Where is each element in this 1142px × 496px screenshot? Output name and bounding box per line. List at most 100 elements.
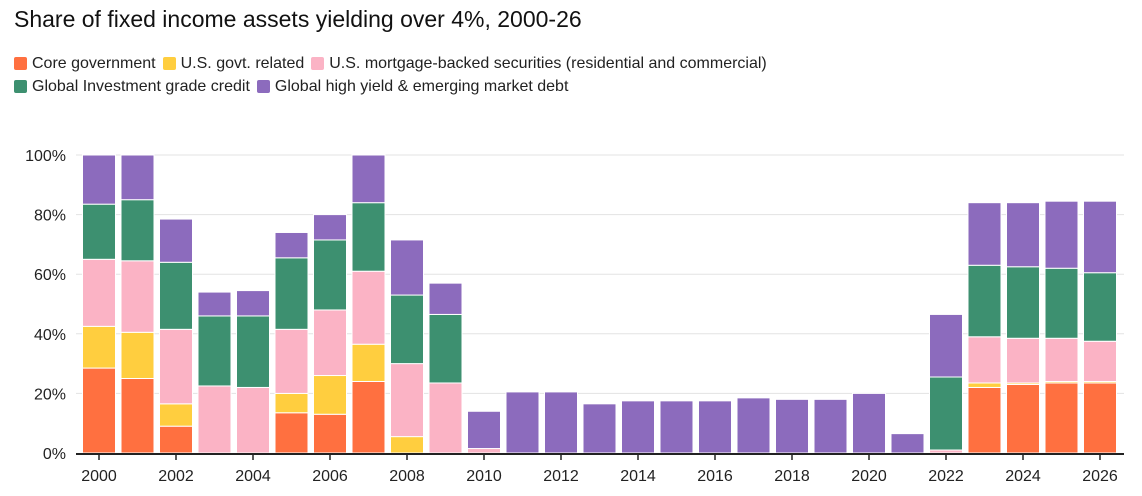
legend-row-1: Core government U.S. govt. related U.S. … [14,52,1014,75]
legend-swatch-us-govt-related [162,57,176,70]
bar-segment [967,336,1002,384]
legend-label-core-government: Core government [32,54,156,72]
bar-segment [967,202,1002,266]
legend-item-global-hy-em: Global high yield & emerging market debt [256,77,569,96]
legend-row-2: Global Investment grade credit Global hi… [14,75,1014,98]
bar-segment [120,199,155,262]
x-tick-label: 2004 [235,468,271,485]
bar-segment [698,400,732,454]
bar-segment [197,291,232,317]
bar-segment [274,412,309,454]
bar-segment [775,398,809,454]
bar-segment [120,260,155,333]
bar-segment [736,397,771,454]
legend-item-us-mbs: U.S. mortgage-backed securities (residen… [311,55,767,73]
bar-segment [236,290,270,317]
x-tick-label: 2014 [620,468,656,485]
x-tick-label: 2012 [543,468,579,485]
bar-segment [390,294,424,365]
legend-label-us-govt-related: U.S. govt. related [180,54,305,72]
bar-segment [1083,200,1117,274]
bar-segment [544,391,578,454]
x-tick-label: 2006 [312,468,348,485]
bar-segment [274,328,309,394]
bar-segment [82,367,116,454]
x-tick-label: 2018 [774,468,810,485]
bar-segment [582,403,617,454]
bar-segment [313,214,347,241]
bar-segment [390,239,424,296]
y-tick-label: 40% [34,327,66,344]
x-tick-label: 2024 [1005,468,1041,485]
bar-segment [274,392,309,414]
bar-segment [428,382,463,454]
x-tick-label: 2020 [851,468,887,485]
bar-segment [1006,383,1040,454]
bar-segment [120,154,155,201]
bar-segment [120,331,155,379]
chart-legend: Core government U.S. govt. related U.S. … [14,52,1014,98]
bar-segment [351,270,386,345]
bar-segment [82,325,116,369]
legend-swatch-core-government [14,57,27,70]
bar-segment [467,448,501,454]
bar-segment [159,261,193,330]
bar-segment [82,154,116,205]
y-tick-label: 60% [34,267,66,284]
bar-segment [313,375,347,415]
x-tick-label: 2022 [928,468,964,485]
bar-segment [1083,382,1117,454]
bar-segment [1006,202,1040,268]
x-tick-label: 2010 [466,468,502,485]
bar-segment [659,400,694,454]
bar-segment [82,203,116,260]
bar-segment [159,425,193,454]
legend-item-us-govt-related: U.S. govt. related [162,54,305,73]
bar-segment [1006,337,1040,384]
bar-segment [274,231,309,259]
legend-swatch-global-hy-em [256,80,270,93]
bar-segment [929,376,963,451]
bar-segment [351,343,386,382]
bar-segment [236,386,270,454]
bar-segment [929,313,963,378]
bar-segment [159,218,193,263]
bar-segment [890,433,925,454]
legend-item-core-government: Core government [14,55,156,73]
bar-segment [813,398,848,454]
bar-segment [313,309,347,377]
legend-item-global-ig-credit: Global Investment grade credit [14,78,250,96]
bar-segment [197,315,232,387]
y-tick-label: 20% [34,386,66,403]
legend-label-us-mbs: U.S. mortgage-backed securities (residen… [329,54,767,72]
bar-segment [505,391,540,454]
legend-label-global-hy-em: Global high yield & emerging market debt [274,77,569,95]
bar-segment [274,257,309,330]
bar-segment [1083,272,1117,342]
bar-segment [428,282,463,315]
bar-segment [1044,200,1079,269]
bar-segment [1044,337,1079,382]
y-tick-label: 0% [43,446,66,463]
bar-segment [351,380,386,454]
bar-segment [120,378,155,454]
bar-segment [621,400,655,454]
x-tick-label: 2002 [158,468,194,485]
bar-segment [1044,267,1079,339]
x-tick-label: 2016 [697,468,733,485]
y-tick-label: 100% [25,148,66,165]
bar-segment [159,403,193,427]
bar-segment [236,315,270,388]
bar-segment [351,202,386,272]
x-tick-label: 2026 [1082,468,1118,485]
bar-segment [351,154,386,204]
bar-segment [967,382,1002,388]
bar-segment [1083,340,1117,382]
bar-segment [967,386,1002,454]
bar-segment [159,328,193,405]
legend-swatch-us-mbs [311,57,325,70]
bar-segment [390,436,424,454]
bar-segment [197,385,232,454]
bar-segment [313,413,347,454]
